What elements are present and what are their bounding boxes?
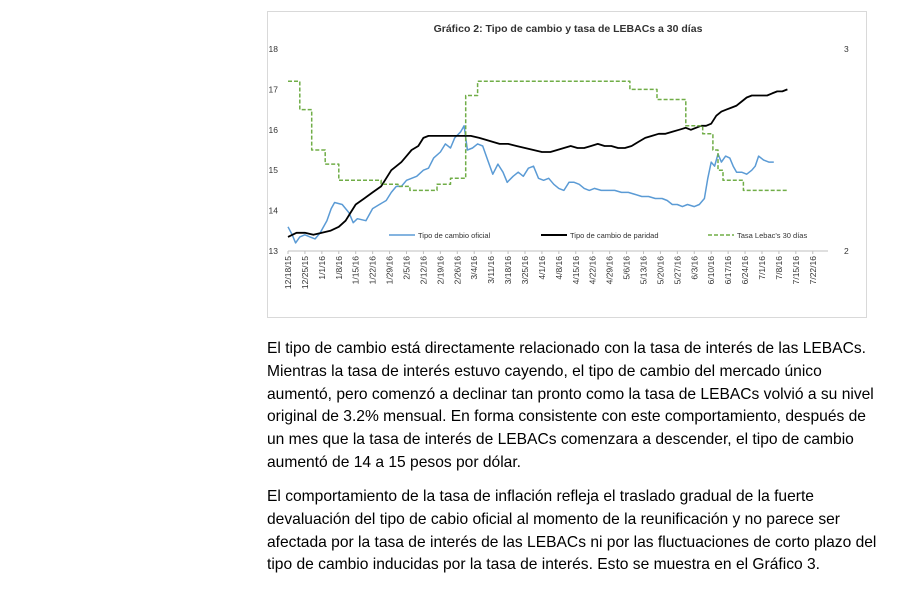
x-tick-label: 6/17/16 [723,256,733,285]
y-left-tick-label: 15 [269,165,279,175]
x-tick-label: 3/11/16 [486,256,496,284]
x-tick-label: 4/29/16 [605,256,615,285]
series-line-3 [288,80,788,192]
x-tick-label: 3/18/16 [503,256,513,285]
paragraph-1: El tipo de cambio está directamente rela… [267,340,874,471]
x-tick-label: 4/15/16 [571,256,581,285]
y-left-tick-label: 13 [269,246,279,256]
x-tick-label: 2/26/16 [452,256,462,285]
x-tick-label: 5/20/16 [655,256,665,285]
x-tick-label: 6/3/16 [689,256,699,280]
legend-label-2: Tipo de cambio de paridad [570,231,659,240]
y-right-tick-label: 2 [844,246,849,256]
x-tick-label: 1/8/16 [334,256,344,280]
x-tick-label: 3/4/16 [469,256,479,280]
y-left-tick-label: 17 [269,84,279,94]
x-tick-label: 6/10/16 [706,256,716,285]
x-tick-label: 2/19/16 [435,256,445,285]
chart-figure: Gráfico 2: Tipo de cambio y tasa de LEBA… [267,11,867,318]
x-tick-label: 5/27/16 [672,256,682,285]
x-tick-label: 1/22/16 [368,256,378,285]
series-line-2 [287,88,788,238]
x-tick-label: 4/8/16 [554,256,564,280]
y-left-tick-label: 18 [269,44,279,54]
chart-svg: Gráfico 2: Tipo de cambio y tasa de LEBA… [269,23,849,289]
x-tick-label: 7/1/16 [757,256,767,280]
x-tick-label: 2/5/16 [401,256,411,280]
x-tick-label: 7/15/16 [791,256,801,285]
x-tick-label: 7/22/16 [808,256,818,285]
legend-label-3: Tasa Lebac's 30 días [737,231,807,240]
x-tick-label: 1/1/16 [317,256,327,280]
x-tick-label: 4/22/16 [588,256,598,285]
x-tick-label: 4/1/16 [537,256,547,280]
y-right-tick-label: 3 [844,44,849,54]
paragraph-2: El comportamiento de la tasa de inflació… [267,488,877,574]
x-tick-label: 7/8/16 [774,256,784,280]
x-tick-label: 5/13/16 [638,256,648,285]
x-tick-label: 6/24/16 [740,256,750,285]
x-tick-label: 3/25/16 [520,256,530,285]
x-tick-label: 1/15/16 [351,256,361,285]
y-left-tick-label: 14 [269,206,279,216]
series-line-1 [287,125,774,244]
legend-label-1: Tipo de cambio oficial [418,231,491,240]
x-tick-label: 1/29/16 [385,256,395,285]
x-tick-label: 5/6/16 [622,256,632,280]
x-tick-label: 12/18/15 [283,256,293,289]
y-left-tick-label: 16 [269,125,279,135]
chart-title: Gráfico 2: Tipo de cambio y tasa de LEBA… [434,23,703,35]
x-tick-label: 2/12/16 [418,256,428,285]
x-tick-label: 12/25/15 [300,256,310,289]
